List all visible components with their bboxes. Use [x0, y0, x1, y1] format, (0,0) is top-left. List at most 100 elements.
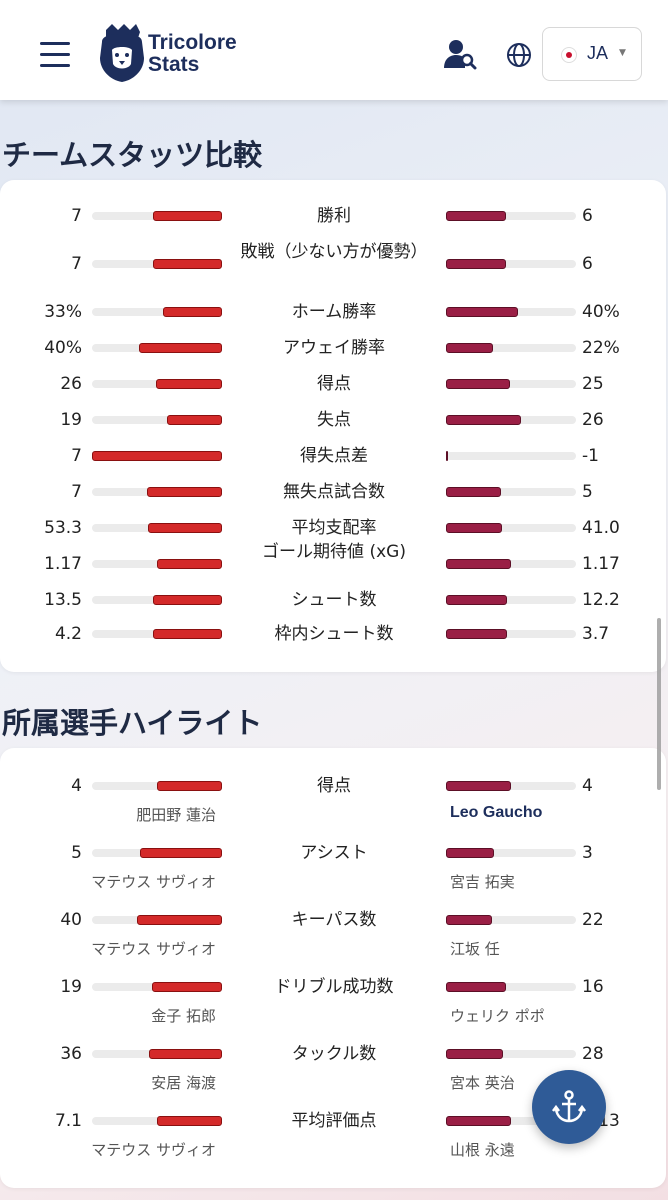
left-bar-track	[92, 595, 222, 605]
right-bar-fill	[446, 848, 494, 858]
left-bar-fill	[153, 595, 222, 605]
left-bar-track	[92, 1116, 222, 1126]
right-value: 41.0	[582, 518, 620, 538]
player-highlights-title: 所属選手ハイライト	[2, 706, 263, 740]
right-player-name: 江坂 任	[450, 940, 500, 958]
menu-icon[interactable]	[40, 40, 72, 68]
anchor-icon	[552, 1090, 586, 1123]
brand-logo[interactable]: Tricolore Stats	[98, 24, 258, 84]
left-bar-fill	[148, 523, 222, 533]
left-value: 53.3	[44, 518, 82, 538]
right-bar-track	[446, 595, 576, 605]
right-value: 25	[582, 374, 604, 394]
left-bar-fill	[140, 848, 222, 858]
stat-label: 得点	[317, 776, 351, 796]
left-bar-track	[92, 781, 222, 791]
left-value: 7	[71, 254, 82, 274]
stat-row: 7 無失点試合数 5	[0, 474, 666, 510]
anchor-fab-button[interactable]	[532, 1070, 606, 1144]
left-bar-fill	[92, 451, 222, 461]
right-bar-track	[446, 781, 576, 791]
right-bar-track	[446, 848, 576, 858]
left-bar-track	[92, 451, 222, 461]
left-player-name: マテウス サヴィオ	[91, 940, 216, 958]
right-value: 16	[582, 977, 604, 997]
right-bar-track	[446, 211, 576, 221]
left-value: 19	[60, 977, 82, 997]
right-bar-fill	[446, 523, 502, 533]
team-stats-card: 7 勝利 6 7 敗戦（少ない方が優勢） 6 33% ホーム勝率 40% 40% アウェイ勝率 22%…	[0, 180, 666, 672]
stat-label: 得点	[317, 374, 351, 394]
left-value: 7	[71, 206, 82, 226]
left-bar-track	[92, 848, 222, 858]
stat-label: キーパス数	[291, 910, 377, 930]
scrollbar[interactable]	[657, 618, 661, 790]
left-bar-fill	[157, 559, 222, 569]
language-code: JA	[587, 43, 609, 63]
right-value: 5	[582, 482, 593, 502]
right-bar-track	[446, 629, 576, 639]
stat-label: 敗戦（少ない方が優勢）	[240, 242, 428, 262]
globe-icon[interactable]	[506, 42, 532, 68]
left-bar-track	[92, 259, 222, 269]
left-player-name: 安居 海渡	[151, 1074, 216, 1092]
left-value: 7	[71, 482, 82, 502]
stat-row: 7 敗戦（少ない方が優勢） 6	[0, 242, 666, 282]
right-value: 4	[582, 776, 593, 796]
left-value: 13.5	[44, 590, 82, 610]
stat-row: 19 ドリブル成功数 16 金子 拓郎 ウェリク ポポ	[0, 969, 666, 1035]
left-value: 26	[60, 374, 82, 394]
stat-label: ドリブル成功数	[274, 977, 394, 997]
stat-row: 7 得失点差 -1	[0, 438, 666, 474]
stat-label: シュート数	[291, 590, 377, 610]
language-selector[interactable]: JA ▼	[542, 27, 642, 81]
right-bar-track	[446, 487, 576, 497]
left-value: 4	[71, 776, 82, 796]
left-bar-track	[92, 523, 222, 533]
stat-row: 4 得点 4 肥田野 蓮治 Leo Gaucho	[0, 768, 666, 834]
right-value: -1	[582, 446, 599, 466]
right-player-name: Leo Gaucho	[450, 804, 543, 821]
left-value: 40%	[44, 338, 82, 358]
left-bar-fill	[147, 487, 222, 497]
right-value: 6	[582, 206, 593, 226]
right-value: 12.2	[582, 590, 620, 610]
right-bar-fill	[446, 379, 510, 389]
left-bar-track	[92, 915, 222, 925]
right-bar-fill	[446, 343, 493, 353]
left-bar-track	[92, 629, 222, 639]
left-bar-fill	[139, 343, 222, 353]
left-bar-fill	[156, 379, 222, 389]
right-value: 26	[582, 410, 604, 430]
right-player-name: 宮吉 拓実	[450, 873, 515, 891]
stat-label: 無失点試合数	[283, 482, 385, 502]
left-value: 5	[71, 843, 82, 863]
left-bar-fill	[149, 1049, 222, 1059]
left-value: 1.17	[44, 554, 82, 574]
left-bar-fill	[153, 259, 222, 269]
player-search-icon[interactable]	[443, 38, 477, 70]
japan-flag-icon	[561, 47, 577, 63]
stat-row: 7 勝利 6	[0, 198, 666, 234]
left-bar-fill	[157, 781, 222, 791]
left-bar-track	[92, 1049, 222, 1059]
left-player-name: マテウス サヴィオ	[91, 1141, 216, 1159]
stat-row: 13.5 シュート数 12.2	[0, 582, 666, 618]
left-value: 36	[60, 1044, 82, 1064]
right-bar-fill	[446, 629, 507, 639]
right-value: 3.7	[582, 624, 610, 644]
left-player-name: 肥田野 蓮治	[136, 806, 216, 824]
right-bar-track	[446, 523, 576, 533]
stat-label: アシスト	[300, 843, 368, 863]
left-bar-track	[92, 559, 222, 569]
right-value: 28	[582, 1044, 604, 1064]
stat-row: 26 得点 25	[0, 366, 666, 402]
team-stats-title: チームスタッツ比較	[2, 138, 263, 172]
right-bar-fill	[446, 415, 521, 425]
right-value: 1.17	[582, 554, 620, 574]
brand-name-line2: Stats	[148, 53, 200, 76]
brand-name-line1: Tricolore	[148, 31, 237, 54]
right-player-name: ウェリク ポポ	[450, 1007, 545, 1025]
right-bar-track	[446, 915, 576, 925]
right-value: 40%	[582, 302, 620, 322]
